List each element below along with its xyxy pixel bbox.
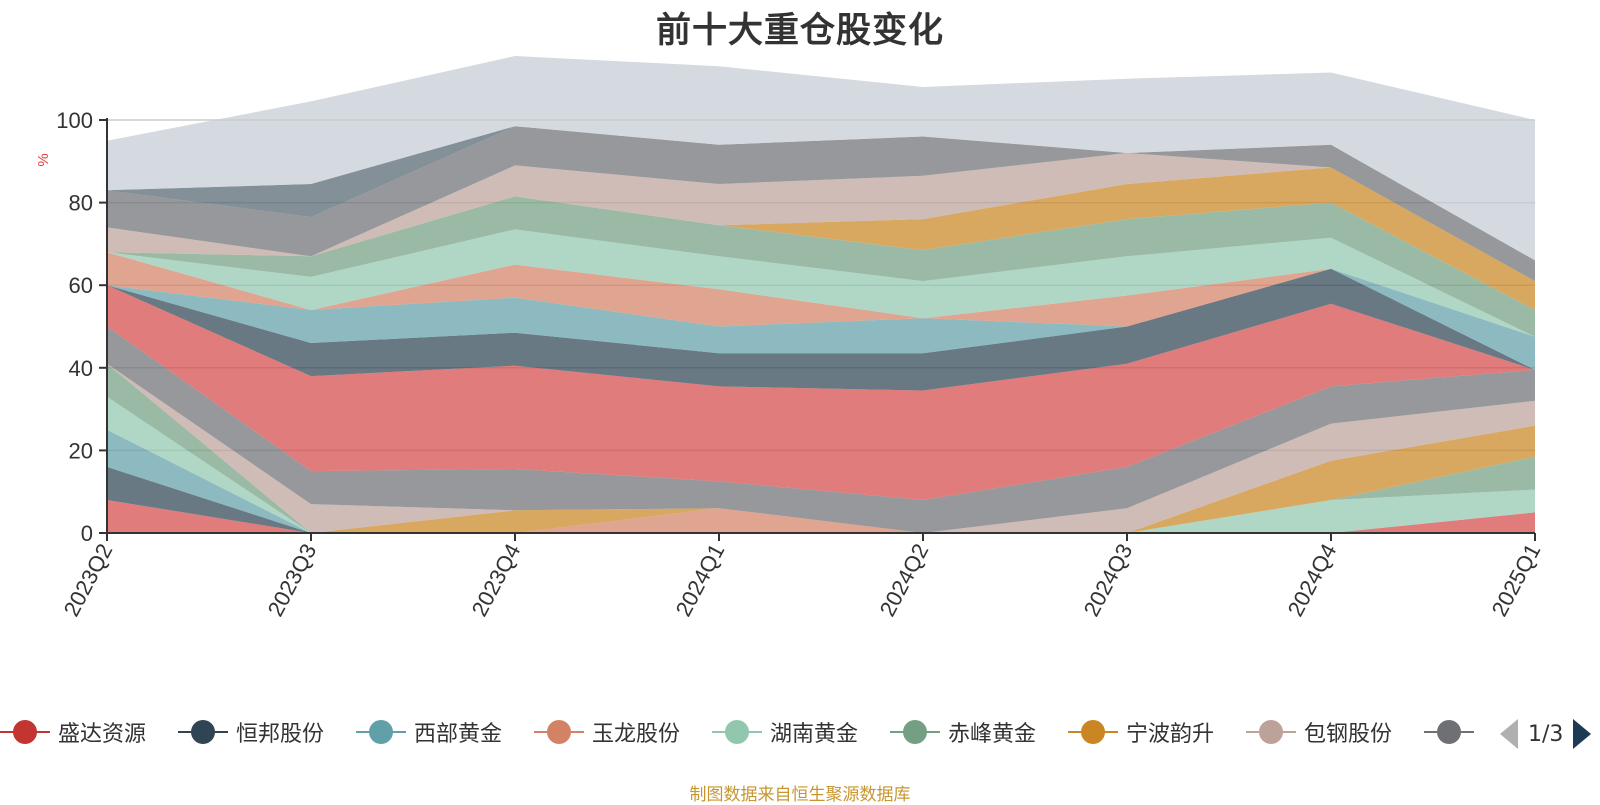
- legend-item[interactable]: 其: [1424, 712, 1480, 752]
- x-tick-label: 2024Q1: [671, 540, 730, 621]
- legend-label: 西部黄金: [414, 722, 503, 747]
- legend-marker-icon: [1424, 718, 1474, 746]
- legend-label: 宁波韵升: [1126, 722, 1215, 747]
- area-series: [107, 196, 1535, 337]
- x-tick-label: 2025Q1: [1487, 540, 1546, 621]
- area-series: [107, 167, 1535, 310]
- legend-marker-icon: [178, 718, 228, 746]
- y-tick-label: 40: [69, 356, 93, 381]
- legend-marker-icon: [356, 718, 406, 746]
- legend-item[interactable]: 赤峰黄金: [890, 712, 1036, 752]
- y-tick-label: 20: [69, 438, 93, 463]
- legend-label: 玉龙股份: [592, 722, 681, 747]
- legend-item[interactable]: 玉龙股份: [534, 712, 680, 752]
- legend-pager: 1/3: [1500, 714, 1592, 754]
- legend-label: 赤峰黄金: [948, 722, 1037, 747]
- chart-title: 前十大重仓股变化: [655, 11, 944, 51]
- legend-item[interactable]: 西部黄金: [356, 712, 502, 752]
- legend-item[interactable]: 盛达资源: [0, 712, 146, 752]
- y-tick-labels: 0 20 40 60 80 100: [56, 108, 93, 546]
- y-axis-label: %: [35, 153, 52, 166]
- area-series: [107, 268, 1535, 391]
- legend-item[interactable]: 恒邦股份: [178, 712, 324, 752]
- area-series: [107, 396, 1535, 533]
- legend-next-page-icon[interactable]: [1573, 719, 1592, 749]
- legend-item[interactable]: 包钢股份: [1246, 712, 1392, 752]
- legend: 盛达资源 恒邦股份 西部黄金 玉龙股份 湖南黄金 赤峰黄金 宁波韵升 包钢股份 其 1/3: [0, 712, 1600, 756]
- area-series-group: [107, 56, 1535, 533]
- legend-page-indicator: 1/3: [1528, 721, 1564, 747]
- y-tick-label: 80: [69, 191, 93, 216]
- legend-item[interactable]: 湖南黄金: [712, 712, 858, 752]
- legend-marker-icon: [534, 718, 584, 746]
- x-tick-label: 2023Q2: [59, 540, 118, 621]
- area-series: [107, 500, 1535, 533]
- legend-prev-page-icon[interactable]: [1500, 719, 1518, 749]
- legend-marker-icon: [0, 718, 50, 746]
- legend-marker-icon: [1246, 718, 1296, 746]
- x-tick-label: 2024Q2: [875, 540, 934, 621]
- area-series: [107, 153, 1535, 282]
- area-series: [107, 252, 1535, 337]
- legend-items: 盛达资源 恒邦股份 西部黄金 玉龙股份 湖南黄金 赤峰黄金 宁波韵升 包钢股份 其: [0, 712, 1480, 756]
- y-tick-label: 0: [81, 521, 93, 546]
- area-series: [107, 229, 1535, 337]
- data-source-note: 制图数据来自恒生聚源数据库: [689, 785, 911, 805]
- legend-item[interactable]: 宁波韵升: [1068, 712, 1214, 752]
- axes: [99, 118, 1536, 541]
- legend-label: 湖南黄金: [770, 722, 859, 747]
- legend-marker-icon: [1068, 718, 1118, 746]
- x-tick-label: 2024Q3: [1079, 540, 1138, 621]
- x-tick-label: 2023Q4: [467, 540, 526, 621]
- y-tick-label: 60: [69, 273, 93, 298]
- legend-label: 盛达资源: [58, 722, 147, 747]
- area-series: [107, 363, 1535, 533]
- area-series: [107, 268, 1535, 370]
- y-tick-label: 100: [56, 108, 93, 133]
- legend-marker-icon: [712, 718, 762, 746]
- x-tick-label: 2023Q3: [263, 540, 322, 621]
- legend-label: 恒邦股份: [236, 722, 325, 747]
- x-tick-labels: 2023Q2 2023Q3 2023Q4 2024Q1 2024Q2 2024Q3 2024…: [59, 540, 1546, 621]
- legend-label: 包钢股份: [1304, 722, 1393, 747]
- area-series: [107, 126, 1535, 282]
- area-series: [107, 285, 1535, 500]
- legend-marker-icon: [890, 718, 940, 746]
- x-tick-label: 2024Q4: [1283, 540, 1342, 621]
- area-series: [107, 56, 1535, 261]
- area-series: [107, 326, 1535, 533]
